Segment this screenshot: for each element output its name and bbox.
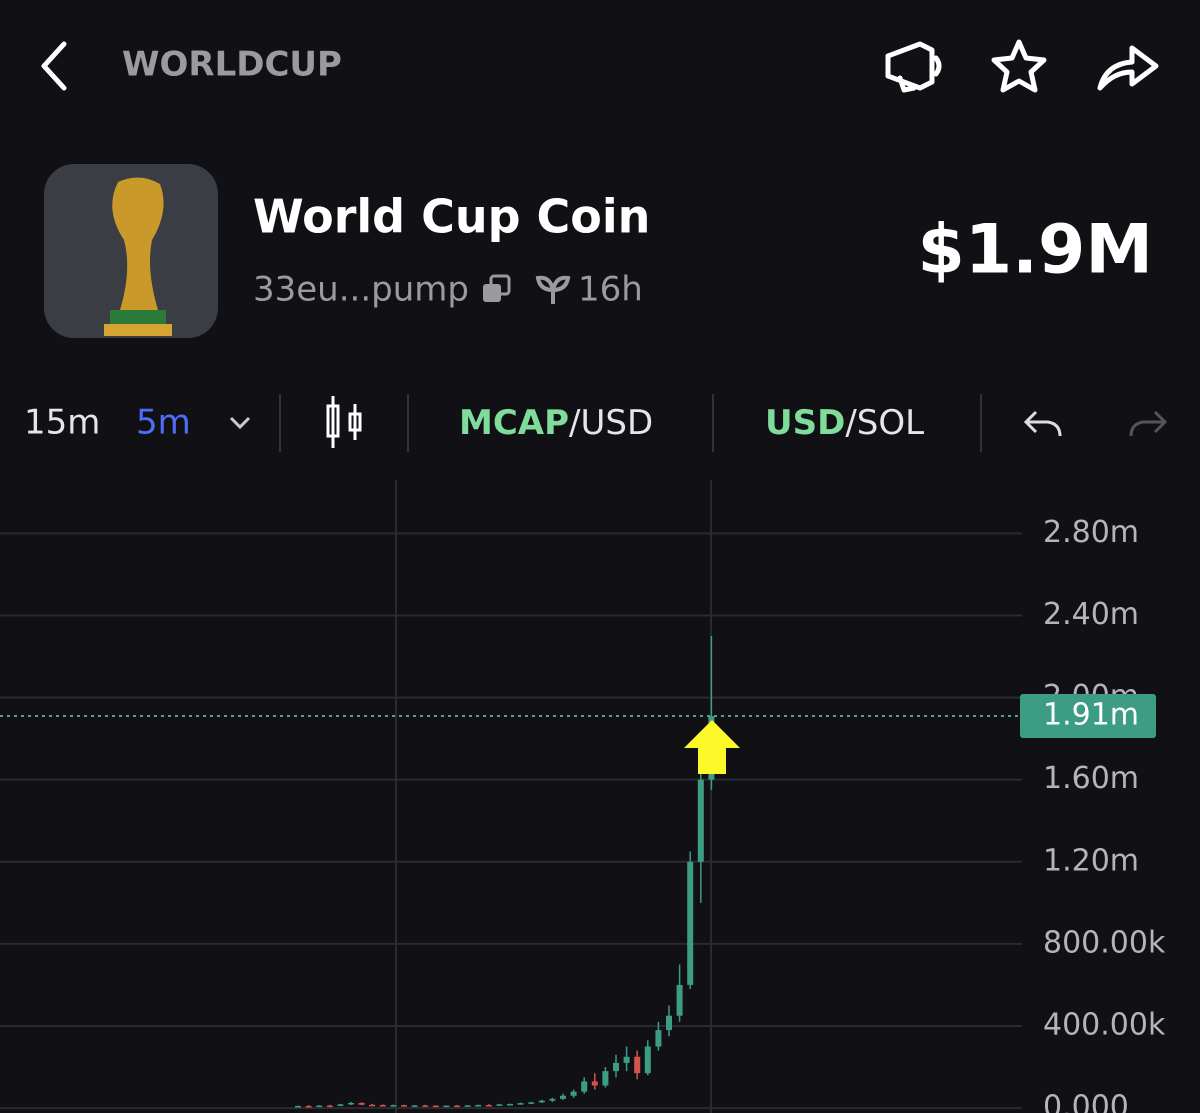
candle-body xyxy=(560,1095,566,1099)
usd-label: USD xyxy=(765,403,845,443)
back-button[interactable] xyxy=(41,41,67,91)
candle-body xyxy=(358,1102,365,1105)
candle-body xyxy=(337,1104,344,1106)
interval-dropdown[interactable] xyxy=(229,416,251,430)
token-image xyxy=(44,164,218,338)
announce-button[interactable] xyxy=(885,41,942,93)
y-tick-label: 0.000 xyxy=(1043,1090,1129,1113)
sol-unit: /SOL xyxy=(845,403,924,443)
y-tick-label: 2.40m xyxy=(1043,597,1139,632)
candle-body xyxy=(623,1056,630,1063)
candle-body xyxy=(570,1091,577,1096)
chart: 0.000400.00k800.00k1.20m1.60m2.00m2.40m2… xyxy=(0,480,1166,1113)
toolbar-dividers xyxy=(279,394,982,452)
candle-body xyxy=(528,1102,535,1104)
annotation-arrow xyxy=(684,720,740,775)
candle-body xyxy=(676,984,683,1016)
candle-body xyxy=(496,1104,503,1106)
page-title: WORLDCUP xyxy=(122,45,342,85)
candle-body xyxy=(634,1056,641,1074)
chart-type-button[interactable] xyxy=(326,396,362,448)
current-price-tag xyxy=(1020,694,1156,739)
current-price-label: 1.91m xyxy=(1043,698,1139,733)
mcap-toggle[interactable]: MCAP/USD xyxy=(459,403,653,443)
candle-body xyxy=(422,1105,429,1107)
interval-button[interactable]: 5m xyxy=(136,403,191,443)
interval-button[interactable]: 15m xyxy=(24,403,100,443)
candle-body xyxy=(602,1071,609,1086)
candle-body xyxy=(644,1046,651,1074)
candle-body xyxy=(517,1103,524,1105)
candle-body xyxy=(369,1104,376,1107)
candle-body xyxy=(401,1105,407,1107)
token-name: World Cup Coin xyxy=(253,190,650,244)
favorite-button[interactable] xyxy=(991,39,1047,93)
candle-body xyxy=(305,1106,312,1108)
candle-body xyxy=(697,779,704,862)
candle-body xyxy=(581,1081,588,1092)
candle-body xyxy=(454,1105,460,1108)
candle-body xyxy=(485,1104,492,1107)
y-tick-label: 1.60m xyxy=(1043,761,1139,796)
age-icon xyxy=(535,275,571,304)
candle-body xyxy=(411,1105,418,1107)
y-tick-label: 800.00k xyxy=(1043,925,1166,960)
candle-body xyxy=(443,1105,450,1108)
y-tick-label: 1.20m xyxy=(1043,843,1139,878)
token-address: 33eu...pump xyxy=(253,270,469,310)
undo-button[interactable] xyxy=(1023,410,1062,437)
candle-body xyxy=(348,1102,354,1105)
candle-body xyxy=(326,1105,333,1108)
candle-body xyxy=(379,1104,386,1107)
y-tick-label: 400.00k xyxy=(1043,1007,1166,1042)
share-button[interactable] xyxy=(1097,45,1159,91)
candle-body xyxy=(390,1105,397,1107)
mcap-label: MCAP xyxy=(459,403,569,443)
token-age: 16h xyxy=(578,270,643,310)
candle-body xyxy=(295,1106,301,1108)
y-tick-label: 2.80m xyxy=(1043,515,1139,550)
candle-body xyxy=(591,1081,598,1086)
redo-button[interactable] xyxy=(1129,410,1168,437)
copy-icon[interactable] xyxy=(483,274,511,302)
candle-body xyxy=(464,1105,471,1107)
candle-body xyxy=(316,1105,323,1108)
candle-body xyxy=(666,1015,672,1031)
candle-body xyxy=(655,1030,662,1047)
mcap-unit: /USD xyxy=(569,403,653,443)
candle-body xyxy=(538,1100,545,1103)
candle-body xyxy=(549,1098,556,1101)
currency-toggle[interactable]: USD/SOL xyxy=(765,403,924,443)
candle-body xyxy=(687,861,694,985)
candle-body xyxy=(507,1103,513,1106)
candle-body xyxy=(613,1062,619,1072)
candle-body xyxy=(432,1105,439,1108)
candle-body xyxy=(475,1104,482,1107)
market-cap: $1.9M xyxy=(918,211,1153,290)
